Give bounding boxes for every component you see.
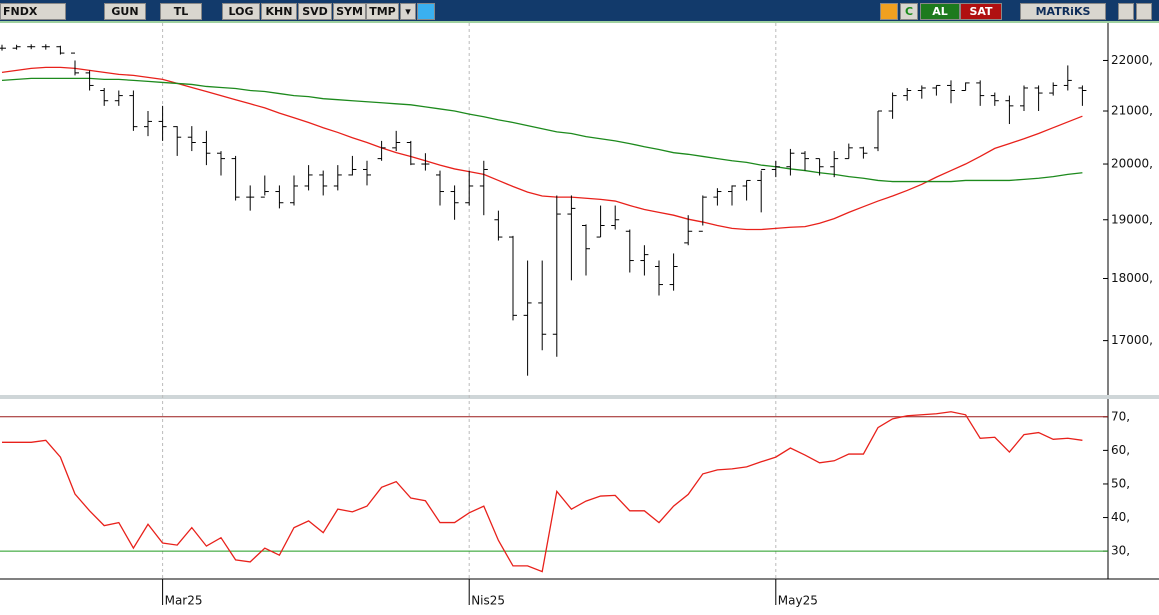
button[interactable]: LOG — [222, 3, 260, 20]
y-tick-label: 60, — [1111, 443, 1130, 457]
sell[interactable]: SAT — [960, 3, 1002, 20]
minimize[interactable] — [1136, 3, 1152, 20]
y-tick-label: 21000, — [1111, 104, 1153, 118]
panel-separator — [0, 395, 1159, 399]
y-tick-label: 20000, — [1111, 157, 1153, 171]
y-tick-label: 19000, — [1111, 212, 1153, 226]
button[interactable]: TL — [160, 3, 202, 20]
icon[interactable] — [880, 3, 898, 20]
y-tick-label: 50, — [1111, 476, 1130, 490]
y-tick-label: 40, — [1111, 510, 1130, 524]
y-tick-label: 17000, — [1111, 333, 1153, 347]
y-tick-label: 30, — [1111, 544, 1130, 558]
moving-average — [1, 66, 1083, 231]
y-tick-label: 70, — [1111, 409, 1130, 423]
buy[interactable]: AL — [920, 3, 960, 20]
button[interactable]: KHN — [261, 3, 297, 20]
x-tick-label: Mar25 — [165, 594, 203, 608]
share[interactable] — [417, 3, 435, 20]
button[interactable]: TMP — [366, 3, 399, 20]
x-tick-label: Nis25 — [471, 594, 505, 608]
button[interactable]: GUN — [104, 3, 146, 20]
chart: 17000, 18000, 19000, 20000, 21000, 22000, Mar2… — [0, 23, 1159, 615]
menu[interactable] — [1118, 3, 1134, 20]
y-tick-label: 18000, — [1111, 271, 1153, 285]
toolbar: FNDX GUN TL LOG KHN SVD SYM TMP ▾ C AL S… — [0, 0, 1159, 23]
brand[interactable]: MATRiKS — [1020, 3, 1106, 20]
button[interactable]: SVD — [298, 3, 332, 20]
button[interactable]: SYM — [333, 3, 366, 20]
background — [0, 23, 1159, 615]
moving-average — [1, 77, 1083, 183]
symbol[interactable]: FNDX — [0, 3, 66, 20]
refresh[interactable]: C — [900, 3, 918, 20]
indicator-line — [2, 411, 1083, 573]
x-tick-label: May25 — [778, 594, 818, 608]
y-tick-label: 22000, — [1111, 53, 1153, 67]
dropdown[interactable]: ▾ — [400, 3, 416, 20]
